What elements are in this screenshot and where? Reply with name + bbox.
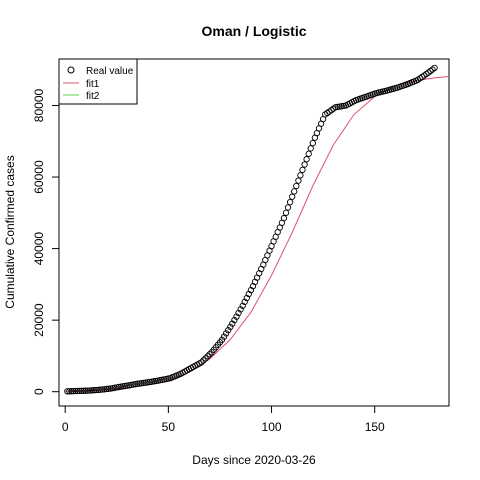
data-point (425, 69, 432, 76)
x-tick-label: 100 (262, 420, 282, 434)
legend-label-fit2: fit2 (86, 91, 100, 102)
legend-label-real-value: Real value (86, 66, 134, 77)
data-point (92, 386, 100, 394)
data-point (68, 388, 75, 395)
plot-frame (58, 58, 450, 407)
y-axis: 0 20000 40000 60000 80000 (32, 88, 60, 395)
data-point (86, 387, 94, 394)
data-point (282, 209, 290, 216)
data-point (431, 64, 438, 72)
data-point (123, 382, 131, 389)
data-point (97, 386, 104, 393)
data-point (80, 387, 87, 394)
data-point (235, 309, 242, 317)
y-axis-label: Cumulative Confirmed cases (3, 155, 17, 308)
data-point (237, 306, 244, 313)
data-point (293, 182, 300, 190)
data-point (233, 313, 240, 320)
data-point (204, 353, 211, 360)
data-point (225, 327, 232, 334)
data-point (200, 357, 207, 364)
data-point (146, 378, 153, 386)
data-point (231, 316, 238, 324)
data-point (286, 198, 294, 206)
data-point (222, 330, 230, 337)
data-point (284, 204, 292, 211)
x-axis: 0 50 100 150 (62, 405, 385, 434)
data-point (144, 379, 151, 386)
data-point (84, 387, 92, 394)
data-point (206, 351, 213, 358)
data-point (307, 145, 314, 152)
legend-label-fit1: fit1 (86, 79, 100, 90)
plot-area (64, 64, 449, 395)
data-point (78, 387, 85, 394)
y-tick-label: 20000 (32, 303, 46, 337)
data-point (76, 387, 83, 395)
data-point (82, 387, 89, 394)
y-tick-label: 40000 (32, 232, 46, 266)
data-point (90, 387, 98, 394)
data-point (202, 355, 209, 362)
data-point (70, 387, 77, 395)
data-point (150, 378, 158, 385)
data-point (280, 215, 288, 222)
y-tick-label: 60000 (32, 160, 46, 194)
data-point (338, 103, 345, 110)
data-point (301, 161, 308, 168)
data-point (289, 193, 296, 200)
data-point (309, 139, 316, 147)
x-tick-label: 150 (365, 420, 385, 434)
data-point (99, 386, 106, 393)
data-point (140, 379, 147, 387)
data-point (66, 388, 73, 395)
data-point (95, 386, 102, 394)
data-point (74, 387, 81, 395)
data-point (305, 150, 312, 157)
data-point (227, 323, 234, 331)
data-point (115, 383, 122, 391)
data-point (239, 302, 246, 309)
data-point (303, 156, 310, 163)
data-point (105, 385, 112, 392)
legend: Real value fit1 fit2 (58, 58, 138, 105)
y-tick-label: 80000 (32, 88, 46, 122)
data-point (64, 388, 71, 395)
data-point (218, 336, 226, 343)
series-line-fit1 (65, 76, 449, 392)
x-axis-label: Days since 2020-03-26 (192, 453, 316, 467)
chart-title: Oman / Logistic (201, 23, 306, 39)
data-point (291, 188, 298, 195)
data-point (328, 107, 335, 114)
data-point (103, 385, 110, 393)
data-point (299, 166, 306, 174)
data-point (138, 380, 145, 387)
x-tick-label: 50 (162, 420, 176, 434)
data-point (72, 387, 79, 395)
legend-marker-real-value (67, 66, 75, 74)
data-point (134, 380, 141, 387)
data-point (295, 177, 302, 184)
data-point (229, 320, 236, 327)
data-point (88, 387, 96, 394)
x-tick-label: 0 (62, 420, 69, 434)
data-point (101, 386, 108, 393)
legend-box (58, 58, 138, 105)
y-tick-label: 0 (32, 388, 46, 395)
data-point (198, 359, 205, 366)
data-point (220, 333, 228, 340)
data-point (297, 172, 304, 179)
